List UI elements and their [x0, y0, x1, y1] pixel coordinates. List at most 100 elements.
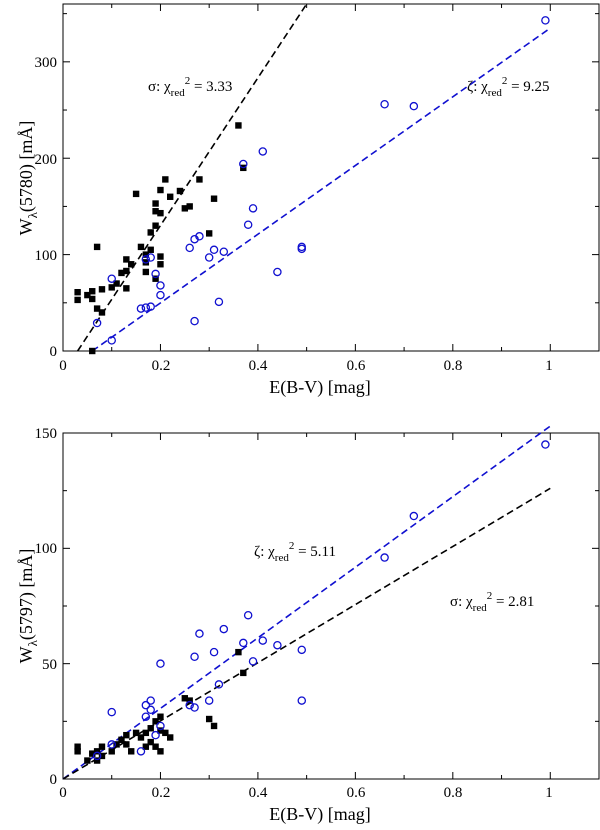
sigma-point [118, 269, 125, 277]
zeta-chi2-annotation: ζ: χred2 = 9.25 [467, 75, 550, 99]
zeta-point [195, 232, 204, 241]
zeta-point [146, 696, 155, 705]
x-axis-label: E(B-V) [mag] [269, 377, 370, 398]
zeta-point [141, 303, 151, 312]
zeta-point [190, 652, 199, 661]
zeta-point [190, 316, 199, 326]
sigma-point [235, 648, 242, 656]
sigma-point [152, 208, 159, 215]
x-tick-labels: 0 0.2 0.4 0.6 0.8 1 [59, 785, 553, 801]
x-axis-label: E(B-V) [mag] [269, 804, 370, 825]
zeta-point [141, 712, 151, 721]
sigma-point [157, 727, 164, 734]
zeta-point [209, 647, 219, 657]
sigma-point [181, 695, 189, 702]
sigma-point [186, 697, 193, 704]
sigma-point [128, 261, 135, 268]
zeta-point [92, 318, 102, 328]
y-tick-label: 0 [50, 344, 58, 360]
sigma-point [157, 261, 164, 268]
sigma-point [157, 253, 164, 260]
sigma-point [152, 743, 159, 750]
sigma-point [93, 757, 101, 764]
sigma-point [93, 748, 101, 755]
y-tick-labels: 300 200 100 0 [35, 55, 58, 360]
zeta-point [248, 657, 258, 666]
sigma-point [142, 743, 150, 750]
zeta-point [239, 638, 248, 648]
sigma-point [123, 267, 130, 275]
sigma-point [235, 122, 242, 129]
sigma-point [152, 200, 159, 207]
zeta-point [258, 147, 268, 156]
zeta-point [136, 747, 146, 756]
sigma-point [142, 268, 150, 276]
zeta-point [258, 636, 268, 645]
data-points [74, 440, 550, 764]
zeta-point [409, 101, 419, 111]
sigma-point [142, 729, 150, 737]
zeta-point [248, 204, 258, 213]
zeta-point [185, 700, 194, 710]
zeta-point [204, 253, 214, 262]
sigma-point [152, 275, 159, 282]
zeta-point [219, 624, 229, 634]
x-tick-label: 0.6 [347, 785, 366, 801]
sigma-point [176, 187, 184, 195]
axis-ticks [62, 432, 600, 780]
zeta-fit-line [91, 27, 551, 352]
zeta-point [92, 751, 102, 761]
y-tick-label: 0 [50, 772, 58, 788]
sigma-point [152, 718, 159, 725]
sigma-point [147, 246, 154, 253]
zeta-chi2-annotation: ζ: χred2 = 5.11 [254, 540, 336, 564]
zeta-point [151, 730, 160, 740]
sigma-point [142, 251, 150, 258]
y-tick-label: 100 [35, 541, 58, 557]
y-tick-label: 200 [35, 152, 58, 168]
x-tick-label: 1 [545, 785, 553, 801]
zeta-point [219, 247, 229, 256]
sigma-chi2-annotation: σ: χred2 = 3.33 [148, 75, 232, 99]
sigma-point [89, 295, 96, 303]
sigma-point [108, 284, 115, 291]
zeta-point [541, 440, 550, 449]
x-tick-label: 0.8 [444, 785, 463, 801]
zeta-point [409, 511, 419, 521]
zeta-point [146, 302, 155, 311]
sigma-fit-line [76, 3, 308, 352]
axis-ticks [62, 4, 600, 352]
sigma-point [142, 259, 150, 266]
zeta-point [190, 703, 199, 712]
sigma-point [132, 190, 140, 198]
sigma-point [74, 743, 81, 750]
zeta-point [243, 220, 253, 229]
zeta-point [273, 267, 282, 277]
sigma-point [162, 729, 169, 737]
zeta-point [151, 269, 160, 279]
sigma-point [108, 748, 115, 755]
sigma-point [162, 176, 169, 183]
sigma-point [147, 738, 154, 746]
zeta-point [243, 610, 253, 620]
zeta-point [107, 740, 116, 749]
sigma-point [84, 291, 91, 299]
zeta-point [107, 707, 116, 717]
x-tick-label: 0.4 [249, 358, 268, 374]
x-tick-label: 0 [59, 358, 67, 374]
y-tick-labels: 150 100 50 0 [35, 426, 58, 788]
sigma-point [205, 715, 213, 723]
sigma-point [118, 736, 125, 743]
sigma-point [74, 748, 81, 755]
sigma-point [137, 734, 145, 741]
sigma-point [210, 722, 218, 730]
zeta-point [380, 99, 389, 109]
zeta-point [204, 696, 214, 705]
sigma-point [157, 186, 164, 194]
sigma-point [181, 205, 189, 212]
sigma-point [186, 203, 193, 210]
zeta-point [214, 680, 224, 689]
sigma-point [98, 743, 106, 750]
zeta-point [297, 696, 307, 705]
data-points [74, 16, 550, 355]
